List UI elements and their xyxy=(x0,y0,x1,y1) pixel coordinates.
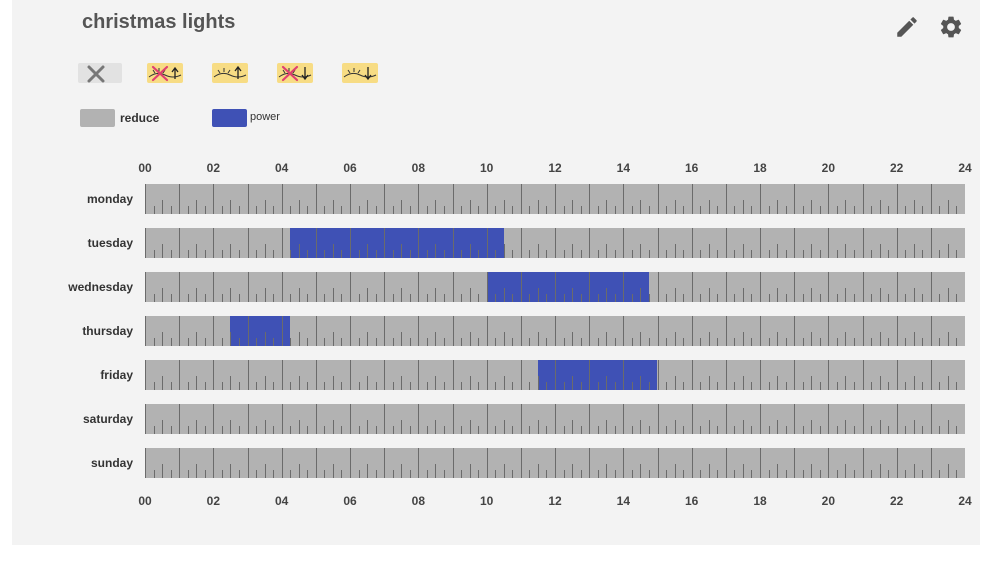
axis-bottom-tick-18: 18 xyxy=(753,494,767,508)
axis-top-tick-12: 12 xyxy=(548,161,562,175)
schedule-block-tuesday-0[interactable] xyxy=(290,228,504,258)
axis-top-tick-20: 20 xyxy=(821,161,836,175)
day-label-sunday: sunday xyxy=(90,456,133,470)
settings-button[interactable] xyxy=(938,14,964,40)
day-track-grid xyxy=(145,448,957,478)
axis-top-tick-14: 14 xyxy=(616,161,631,175)
axis-top-tick-04: 04 xyxy=(274,161,289,175)
day-label-thursday: thursday xyxy=(82,324,133,338)
day-track-friday[interactable] xyxy=(145,360,965,390)
day-track-thursday[interactable] xyxy=(145,316,965,346)
day-label-monday: monday xyxy=(86,192,133,206)
axis-top-tick-02: 02 xyxy=(206,161,221,175)
axis-top-tick-24: 24 xyxy=(958,161,972,175)
mode-button-lights-off-down[interactable] xyxy=(277,63,313,83)
day-label-friday: friday xyxy=(100,368,133,382)
axis-top-tick-22: 22 xyxy=(889,161,904,175)
legend-label-power: power xyxy=(250,111,280,123)
axis-bottom-tick-08: 08 xyxy=(411,494,426,508)
day-track-grid xyxy=(145,184,957,214)
lights-crossed-icon xyxy=(148,65,182,82)
lights-crossed-down-icon xyxy=(278,65,312,82)
edit-button[interactable] xyxy=(894,14,920,40)
axis-bottom-tick-10: 10 xyxy=(479,494,494,508)
axis-bottom-tick-22: 22 xyxy=(889,494,904,508)
schedule-block-friday-0[interactable] xyxy=(537,360,658,390)
axis-top-tick-10: 10 xyxy=(479,161,494,175)
day-label-saturday: saturday xyxy=(82,412,133,426)
legend-label-reduce: reduce xyxy=(120,111,160,125)
schedule-block-wednesday-0[interactable] xyxy=(486,272,649,302)
axis-bottom-tick-14: 14 xyxy=(616,494,631,508)
day-track-grid xyxy=(145,404,957,434)
axis-bottom-tick-16: 16 xyxy=(684,494,699,508)
gear-icon xyxy=(940,16,962,38)
day-track-saturday[interactable] xyxy=(145,404,965,434)
axis-bottom-tick-20: 20 xyxy=(821,494,836,508)
axis-top-tick-16: 16 xyxy=(684,161,699,175)
mode-button-lights-down[interactable] xyxy=(342,63,378,83)
legend-swatch-reduce[interactable] xyxy=(80,109,115,127)
axis-bottom-tick-12: 12 xyxy=(548,494,562,508)
mode-button-off[interactable] xyxy=(78,63,122,83)
axis-bottom-tick-00: 00 xyxy=(138,494,152,508)
mode-button-lights-up[interactable] xyxy=(212,63,248,83)
axis-top-tick-00: 00 xyxy=(138,161,152,175)
axis-bottom-tick-02: 02 xyxy=(206,494,221,508)
lights-up-arrow-icon xyxy=(213,65,247,79)
axis-bottom-tick-04: 04 xyxy=(274,494,289,508)
day-track-monday[interactable] xyxy=(145,184,965,214)
mode-button-lights-off[interactable] xyxy=(147,63,183,83)
day-track-tuesday[interactable] xyxy=(145,228,965,258)
close-icon xyxy=(87,65,105,83)
lights-down-arrow-icon xyxy=(343,67,377,81)
page-title: christmas lights xyxy=(82,11,236,33)
day-label-tuesday: tuesday xyxy=(87,236,133,250)
day-track-wednesday[interactable] xyxy=(145,272,965,302)
day-track-sunday[interactable] xyxy=(145,448,965,478)
axis-top-tick-08: 08 xyxy=(411,161,426,175)
schedule-block-thursday-0[interactable] xyxy=(230,316,291,346)
axis-top-tick-06: 06 xyxy=(343,161,357,175)
axis-bottom-tick-24: 24 xyxy=(958,494,972,508)
axis-bottom-tick-06: 06 xyxy=(343,494,357,508)
legend-swatch-power[interactable] xyxy=(212,109,247,127)
day-track-grid xyxy=(145,228,957,258)
day-label-wednesday: wednesday xyxy=(68,280,133,294)
axis-top-tick-18: 18 xyxy=(753,161,767,175)
pencil-icon xyxy=(897,17,917,37)
